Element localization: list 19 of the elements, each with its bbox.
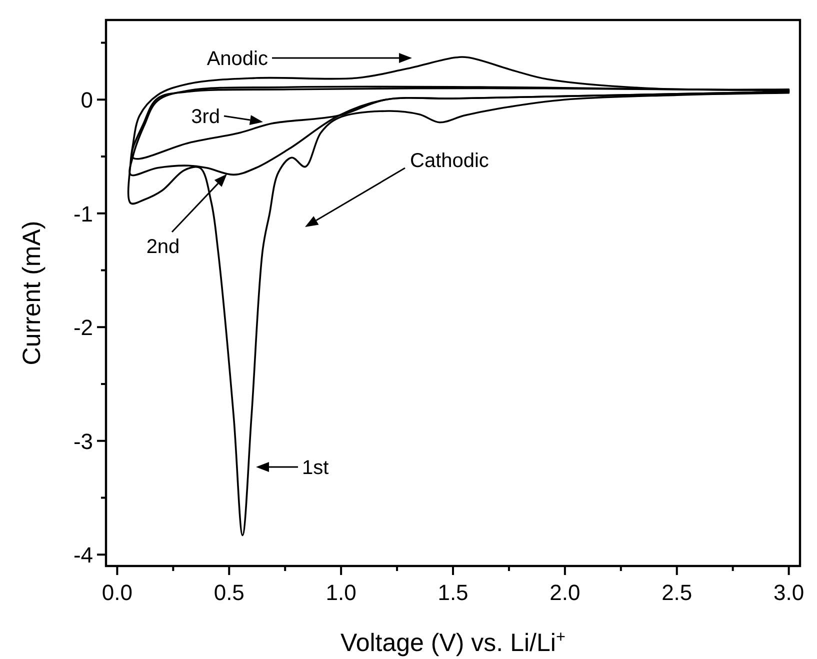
y-tick-label: -3	[73, 428, 93, 454]
x-tick-label: 2.5	[662, 580, 692, 605]
x-axis-title: Voltage (V) vs. Li/Li$^{+}$	[340, 628, 566, 657]
y-tick-label: 0	[80, 88, 93, 113]
x-tick-label: 2.0	[550, 580, 580, 605]
x-tick-label: 0.0	[102, 580, 132, 605]
x-tick-label: 3.0	[774, 580, 804, 605]
y-tick-label: -2	[73, 315, 93, 340]
y-tick-label: -4	[73, 542, 93, 568]
x-tick-label: 0.5	[214, 580, 244, 605]
x-tick-label: 1.5	[438, 580, 468, 605]
annotation: Anodic	[206, 48, 268, 70]
y-axis-title: Current (mA)	[18, 220, 46, 366]
y-tick-label: -1	[73, 201, 93, 226]
x-tick-label: 1.0	[326, 580, 356, 605]
annotation: Cathodic	[410, 150, 489, 172]
annotation: 2nd	[146, 236, 180, 258]
annotation: 3rd	[191, 106, 220, 128]
annotation: 1st	[302, 457, 330, 479]
